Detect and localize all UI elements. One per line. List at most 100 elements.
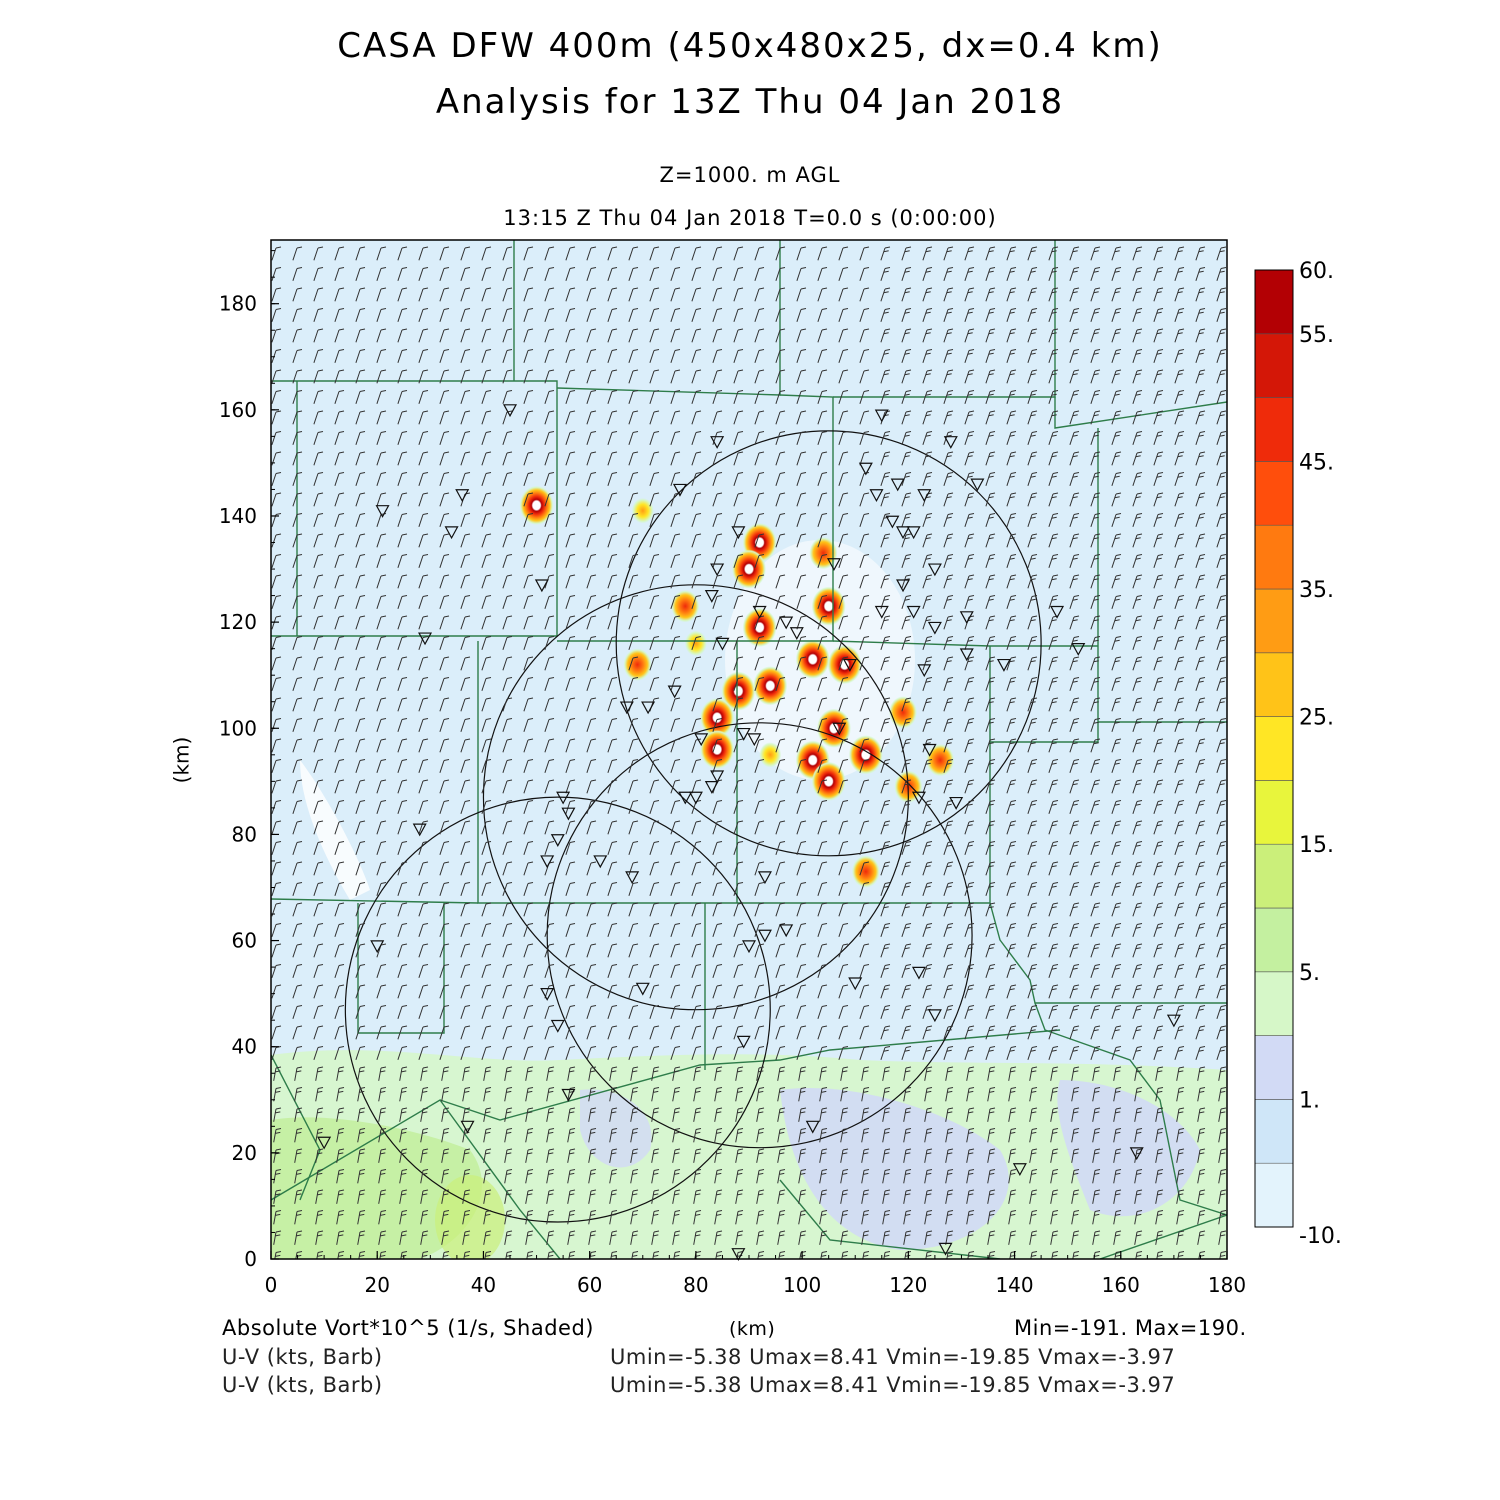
station-marker-14 — [704, 589, 719, 603]
station-marker-42 — [667, 685, 682, 699]
station-marker-39 — [1071, 643, 1086, 656]
station-marker-77 — [874, 605, 889, 619]
vorticity-max-17 — [700, 729, 735, 770]
colorbar-label-1: 1. — [1299, 1088, 1320, 1113]
station-marker-54 — [593, 855, 608, 869]
station-marker-3 — [375, 505, 390, 518]
barb-stats-1: Umin=-5.38 Umax=8.41 Vmin=-19.85 Vmax=-3… — [610, 1345, 1176, 1369]
station-marker-17 — [779, 616, 794, 630]
station-marker-6 — [412, 823, 427, 837]
x-tick-label-4: 80 — [683, 1273, 708, 1297]
colorbar-swatch-11 — [1254, 461, 1294, 526]
min-max-label: Min=-191. Max=190. — [1014, 1316, 1247, 1340]
station-marker-23 — [885, 515, 900, 529]
station-marker-53 — [540, 855, 555, 869]
colorbar-swatch-13 — [1254, 333, 1294, 398]
station-marker-31 — [896, 579, 911, 593]
x-tick-label-7: 140 — [995, 1273, 1033, 1297]
x-tick-label-2: 40 — [471, 1273, 496, 1297]
station-marker-56 — [757, 871, 772, 885]
station-marker-16 — [752, 605, 767, 619]
station-marker-22 — [874, 409, 889, 423]
station-marker-28 — [943, 436, 958, 449]
vorticity-max-9 — [623, 648, 652, 681]
station-marker-46 — [704, 781, 719, 794]
station-marker-78 — [842, 658, 857, 672]
colorbar-label-6: 45. — [1299, 450, 1334, 475]
colorbar-swatch-2 — [1254, 1035, 1294, 1100]
colorbar-swatch-0 — [1254, 1162, 1294, 1228]
station-marker-62 — [550, 1019, 565, 1033]
station-marker-24 — [896, 526, 911, 540]
colorbar-label-0: -10. — [1299, 1224, 1342, 1249]
station-marker-64 — [736, 1035, 751, 1049]
station-marker-15 — [715, 637, 730, 651]
colorbar-swatch-8 — [1254, 652, 1294, 717]
station-marker-11 — [710, 436, 725, 449]
barb-stats-2: Umin=-5.38 Umax=8.41 Vmin=-19.85 Vmax=-3… — [610, 1373, 1176, 1397]
station-marker-79 — [832, 722, 847, 736]
axes: 0 20 40 60 80 100 120 140 160 180 0 20 40 60 80 100 120 1… — [219, 250, 1246, 1297]
x-tick-label-0: 0 — [265, 1273, 278, 1297]
station-marker-26 — [890, 478, 905, 492]
colorbar-label-8: 60. — [1299, 259, 1334, 284]
colorbar-swatch-14 — [1254, 269, 1294, 335]
radar-range-circle-2 — [546, 722, 973, 1149]
colorbar-swatch-12 — [1254, 397, 1294, 462]
station-marker-73 — [805, 1120, 820, 1134]
station-marker-13 — [710, 563, 725, 577]
vorticity-max-21 — [926, 744, 955, 777]
x-axis-label: (km) — [729, 1318, 776, 1340]
station-marker-32 — [906, 605, 921, 619]
station-marker-8 — [317, 1136, 332, 1150]
vorticity-max-19 — [811, 761, 846, 801]
station-marker-40 — [641, 701, 656, 715]
station-marker-70 — [927, 1009, 942, 1023]
vorticity-max-10 — [795, 639, 830, 679]
station-marker-66 — [911, 966, 926, 980]
y-axis-label: (km) — [169, 736, 194, 784]
station-marker-35 — [959, 648, 974, 662]
station-marker-57 — [779, 924, 794, 938]
station-marker-27 — [917, 489, 932, 503]
station-marker-41 — [619, 701, 634, 715]
station-marker-65 — [848, 977, 863, 991]
station-marker-48 — [736, 727, 751, 741]
colorbar-swatch-1 — [1254, 1099, 1294, 1164]
station-marker-44 — [688, 791, 703, 805]
title-line-1: CASA DFW 400m (450x480x25, dx=0.4 km) — [337, 26, 1163, 66]
station-marker-50 — [556, 791, 571, 805]
station-marker-20 — [858, 462, 873, 476]
station-marker-76 — [1166, 1014, 1181, 1028]
y-tick-label-2: 40 — [232, 1035, 257, 1059]
vorticity-max-22 — [889, 696, 918, 729]
station-marker-25 — [906, 526, 921, 540]
level-label: Z=1000. m AGL — [659, 163, 841, 187]
station-marker-60 — [635, 982, 650, 996]
station-marker-68 — [911, 791, 926, 805]
station-marker-49 — [747, 733, 762, 747]
station-marker-29 — [970, 478, 985, 492]
vorticity-max-7 — [742, 607, 777, 647]
colorbar-swatch-9 — [1254, 588, 1294, 654]
x-tick-label-6: 120 — [889, 1273, 927, 1297]
station-marker-7 — [370, 940, 385, 954]
station-marker-12 — [731, 526, 746, 540]
station-marker-9 — [460, 1120, 475, 1134]
y-tick-label-6: 120 — [219, 610, 257, 634]
southwest-band — [271, 1117, 482, 1259]
station-marker-43 — [694, 733, 709, 747]
station-marker-37 — [996, 658, 1011, 672]
station-marker-59 — [741, 940, 757, 954]
colorbar-swatch-4 — [1254, 907, 1294, 973]
y-tick-label-3: 60 — [232, 929, 257, 953]
station-markers — [317, 404, 1181, 1261]
station-marker-47 — [710, 770, 725, 784]
radar-range-circle-1 — [482, 584, 909, 1011]
colorbar-label-5: 35. — [1299, 578, 1334, 603]
colorbar-frame — [1254, 269, 1294, 1228]
station-marker-72 — [1012, 1163, 1027, 1177]
vorticity-max-15 — [816, 708, 851, 748]
title-line-2: Analysis for 13Z Thu 04 Jan 2018 — [435, 82, 1065, 122]
x-tick-label-1: 20 — [364, 1273, 389, 1297]
